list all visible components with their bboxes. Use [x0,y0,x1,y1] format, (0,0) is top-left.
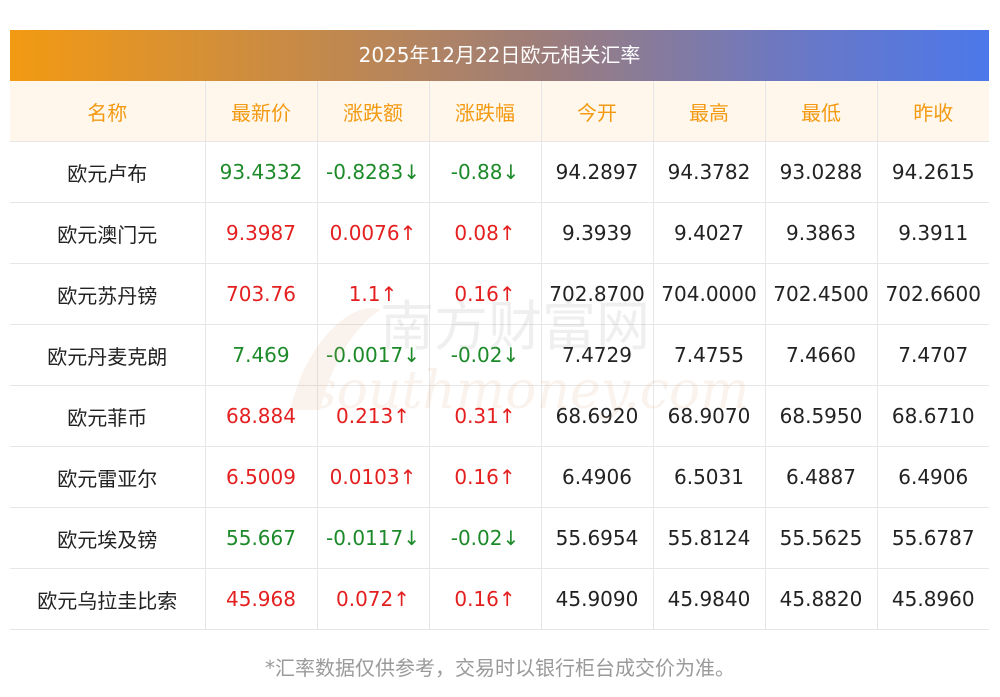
cell-low: 93.0288 [765,141,878,203]
cell-pct: -0.02↓ [429,507,542,569]
table-row: 欧元丹麦克朗 7.469 -0.0017↓ -0.02↓ 7.4729 7.4755 7.4… [10,324,989,386]
cell-change: 0.0103↑ [317,446,430,508]
cell-name: 欧元苏丹镑 [10,263,206,325]
cell-change: -0.0117↓ [317,507,430,569]
cell-high: 6.5031 [653,446,766,508]
cell-change: -0.8283↓ [317,141,430,203]
cell-high: 9.4027 [653,202,766,264]
table-row: 欧元乌拉圭比索 45.968 0.072↑ 0.16↑ 45.9090 45.9840 45… [10,568,989,630]
cell-name: 欧元乌拉圭比索 [10,568,206,630]
cell-latest: 68.884 [205,385,318,447]
cell-latest: 93.4332 [205,141,318,203]
cell-low: 68.5950 [765,385,878,447]
cell-open: 702.8700 [541,263,654,325]
table-row: 欧元雷亚尔 6.5009 0.0103↑ 0.16↑ 6.4906 6.5031 6.488… [10,446,989,508]
header-open: 今开 [541,81,654,142]
cell-high: 45.9840 [653,568,766,630]
header-low: 最低 [765,81,878,142]
cell-prev: 45.8960 [877,568,989,630]
header-change: 涨跌额 [317,81,430,142]
table-row: 欧元苏丹镑 703.76 1.1↑ 0.16↑ 702.8700 704.0000 702.… [10,263,989,325]
cell-pct: -0.02↓ [429,324,542,386]
cell-prev: 6.4906 [877,446,989,508]
cell-change: 1.1↑ [317,263,430,325]
header-pct: 涨跌幅 [429,81,542,142]
cell-low: 7.4660 [765,324,878,386]
cell-latest: 55.667 [205,507,318,569]
cell-prev: 55.6787 [877,507,989,569]
rates-table: 名称 最新价 涨跌额 涨跌幅 今开 最高 最低 昨收 欧元卢布 93.4332 -0… [10,81,989,630]
cell-name: 欧元卢布 [10,141,206,203]
header-row: 名称 最新价 涨跌额 涨跌幅 今开 最高 最低 昨收 [10,81,989,142]
cell-open: 55.6954 [541,507,654,569]
cell-latest: 703.76 [205,263,318,325]
cell-change: 0.213↑ [317,385,430,447]
table-title: 2025年12月22日欧元相关汇率 [10,30,989,81]
cell-name: 欧元丹麦克朗 [10,324,206,386]
cell-name: 欧元澳门元 [10,202,206,264]
footnote: *汇率数据仅供参考，交易时以银行柜台成交价为准。 [265,656,735,680]
cell-high: 704.0000 [653,263,766,325]
cell-prev: 9.3911 [877,202,989,264]
table-row: 欧元澳门元 9.3987 0.0076↑ 0.08↑ 9.3939 9.4027 9.386… [10,202,989,264]
header-name: 名称 [10,81,206,142]
cell-open: 7.4729 [541,324,654,386]
cell-prev: 68.6710 [877,385,989,447]
cell-latest: 6.5009 [205,446,318,508]
table-row: 欧元菲币 68.884 0.213↑ 0.31↑ 68.6920 68.9070 68.59… [10,385,989,447]
header-prev: 昨收 [877,81,989,142]
cell-open: 9.3939 [541,202,654,264]
table-row: 欧元埃及镑 55.667 -0.0117↓ -0.02↓ 55.6954 55.8124 5… [10,507,989,569]
cell-prev: 94.2615 [877,141,989,203]
cell-low: 702.4500 [765,263,878,325]
cell-open: 6.4906 [541,446,654,508]
cell-high: 55.8124 [653,507,766,569]
cell-low: 55.5625 [765,507,878,569]
cell-high: 68.9070 [653,385,766,447]
cell-pct: -0.88↓ [429,141,542,203]
cell-pct: 0.16↑ [429,568,542,630]
header-high: 最高 [653,81,766,142]
cell-name: 欧元雷亚尔 [10,446,206,508]
cell-open: 68.6920 [541,385,654,447]
cell-open: 94.2897 [541,141,654,203]
cell-name: 欧元菲币 [10,385,206,447]
cell-prev: 7.4707 [877,324,989,386]
cell-change: -0.0017↓ [317,324,430,386]
cell-pct: 0.08↑ [429,202,542,264]
cell-latest: 45.968 [205,568,318,630]
cell-prev: 702.6600 [877,263,989,325]
rates-panel: 2025年12月22日欧元相关汇率 名称 最新价 涨跌额 涨跌幅 今开 最高 最… [10,30,989,630]
cell-high: 94.3782 [653,141,766,203]
cell-low: 9.3863 [765,202,878,264]
header-latest: 最新价 [205,81,318,142]
cell-high: 7.4755 [653,324,766,386]
cell-low: 45.8820 [765,568,878,630]
cell-latest: 9.3987 [205,202,318,264]
cell-low: 6.4887 [765,446,878,508]
cell-change: 0.0076↑ [317,202,430,264]
cell-change: 0.072↑ [317,568,430,630]
table-row: 欧元卢布 93.4332 -0.8283↓ -0.88↓ 94.2897 94.3782 9… [10,141,989,203]
cell-latest: 7.469 [205,324,318,386]
cell-open: 45.9090 [541,568,654,630]
cell-pct: 0.31↑ [429,385,542,447]
cell-pct: 0.16↑ [429,263,542,325]
cell-name: 欧元埃及镑 [10,507,206,569]
cell-pct: 0.16↑ [429,446,542,508]
